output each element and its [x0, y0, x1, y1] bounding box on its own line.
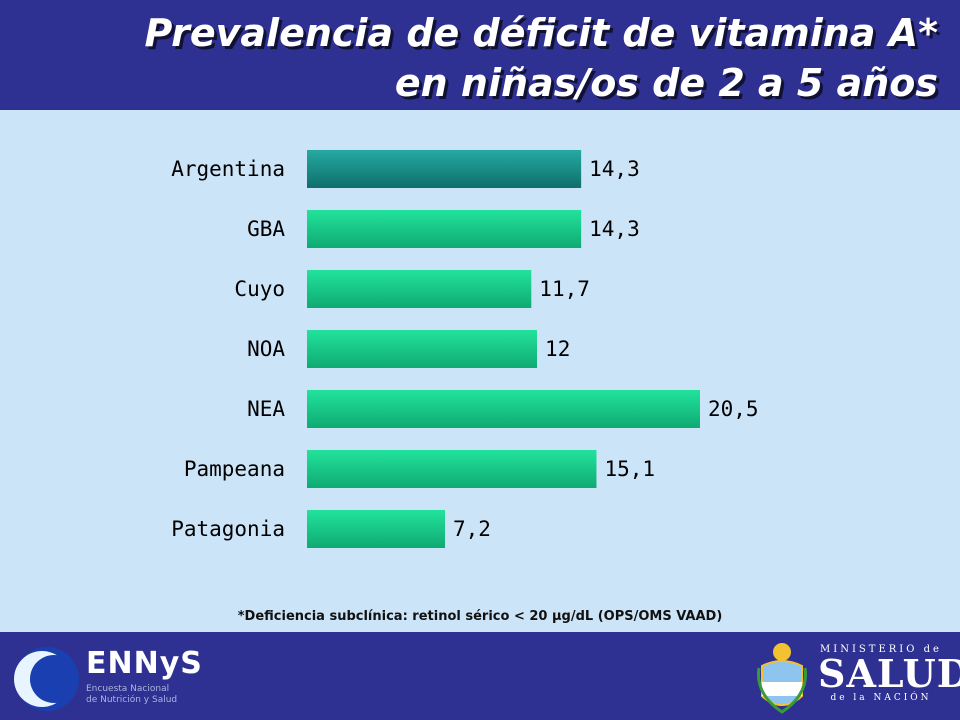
category-label: NEA — [247, 397, 285, 421]
bar-cuyo — [307, 270, 532, 308]
ministry-top-text: MINISTERIO de — [820, 644, 942, 655]
value-label: 12 — [545, 337, 570, 361]
ministry-bottom-text: de la NACIÓN — [830, 693, 932, 703]
bar-pampeana — [307, 450, 597, 488]
category-label: Patagonia — [171, 517, 285, 541]
title-line-2: en niñas/os de 2 a 5 años — [394, 61, 938, 105]
title-line-1: Prevalencia de déficit de vitamina A* — [144, 11, 938, 55]
ministry-main-text: SALUD — [818, 651, 960, 696]
ennys-subtitle-line-1: Encuesta Nacional — [86, 684, 170, 694]
argentina-shield-icon — [756, 643, 808, 714]
category-label: Pampeana — [184, 457, 285, 481]
value-label: 15,1 — [604, 457, 655, 481]
bar-noa — [307, 330, 538, 368]
bar-nea — [307, 390, 700, 428]
category-label: GBA — [247, 217, 285, 241]
footnote: *Deficiencia subclínica: retinol sérico … — [237, 609, 723, 624]
value-label: 7,2 — [453, 517, 491, 541]
category-label: Cuyo — [234, 277, 285, 301]
page-title: Prevalencia de déficit de vitamina A* en… — [144, 8, 938, 108]
bar-argentina — [307, 150, 582, 188]
bar-chart: Argentina 14,3 GBA 14,3 Cuyo 11,7 NOA 12 NEA 20,5… — [171, 150, 759, 548]
ministry-logo: MINISTERIO de SALUD de la NACIÓN — [818, 644, 960, 703]
ennys-subtitle: Encuesta Nacional de Nutrición y Salud — [86, 684, 177, 706]
value-label: 20,5 — [708, 397, 759, 421]
ennys-name: ENNyS — [86, 646, 203, 681]
footer-band: ENNyS Encuesta Nacional de Nutrición y S… — [0, 632, 960, 720]
header-band: Prevalencia de déficit de vitamina A* en… — [0, 0, 960, 110]
bar-patagonia — [307, 510, 446, 548]
value-label: 11,7 — [539, 277, 590, 301]
value-label: 14,3 — [589, 217, 640, 241]
ennys-logo-icon — [14, 647, 79, 711]
value-label: 14,3 — [589, 157, 640, 181]
ennys-subtitle-line-2: de Nutrición y Salud — [86, 695, 178, 705]
category-label: Argentina — [171, 157, 285, 181]
bar-gba — [307, 210, 582, 248]
category-label: NOA — [247, 337, 285, 361]
